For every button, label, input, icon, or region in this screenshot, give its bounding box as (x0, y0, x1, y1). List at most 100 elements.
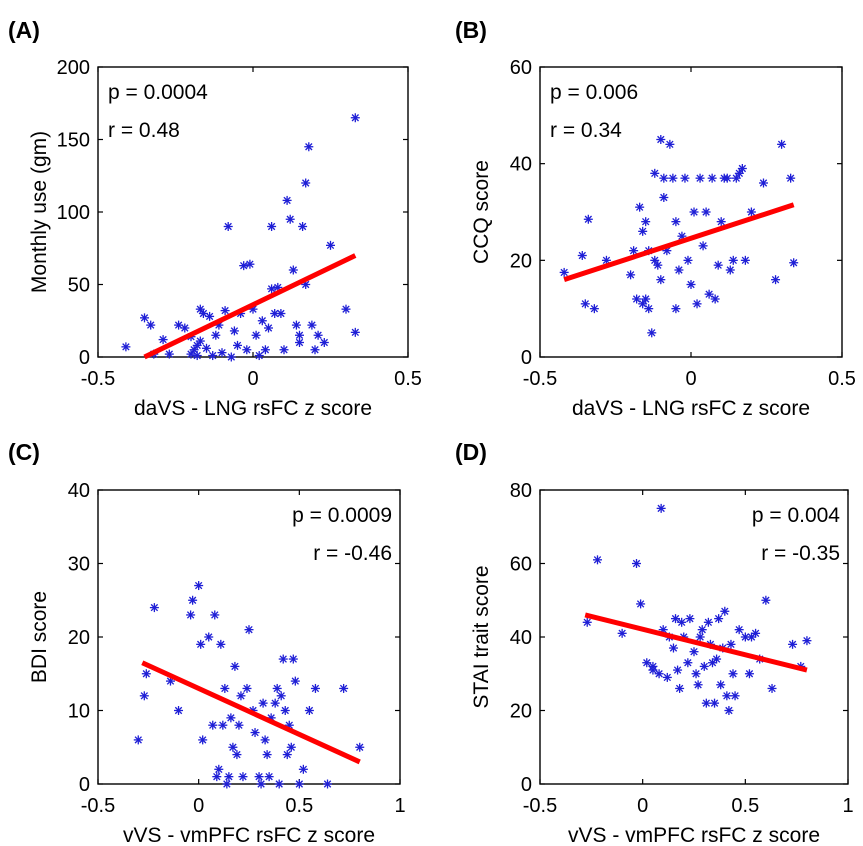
data-point (728, 669, 738, 679)
data-point (650, 255, 660, 265)
data-point (725, 265, 735, 275)
data-point (295, 330, 304, 340)
data-point (164, 349, 174, 359)
data-point (239, 261, 249, 271)
y-tick-label: 20 (510, 701, 532, 723)
data-point (267, 284, 277, 294)
data-point (223, 222, 233, 231)
data-point (222, 779, 232, 789)
data-point (707, 173, 717, 183)
data-point (242, 345, 252, 355)
data-point (204, 632, 214, 642)
data-point (638, 226, 648, 236)
data-point (260, 345, 270, 355)
data-point (158, 335, 168, 345)
x-tick-label: 1 (842, 795, 853, 817)
data-point (671, 217, 681, 227)
panel-letter: (B) (455, 17, 487, 43)
data-point (211, 330, 221, 340)
panel-letter: (D) (455, 439, 487, 465)
data-point (216, 639, 226, 649)
x-axis-label: daVS - LNG rsFC z score (572, 397, 810, 420)
p-value-text: p = 0.004 (752, 504, 840, 527)
data-point (656, 503, 666, 513)
data-point (650, 168, 660, 178)
data-point (686, 280, 696, 289)
data-point (301, 178, 311, 188)
data-point (294, 779, 304, 789)
data-point (654, 669, 664, 679)
data-point (691, 669, 701, 679)
data-point (730, 691, 740, 701)
data-point (710, 698, 720, 708)
data-point (355, 742, 365, 752)
data-point (192, 351, 202, 361)
data-point (341, 304, 351, 314)
y-tick-label: 60 (510, 57, 532, 79)
x-tick-label: 1 (394, 795, 405, 817)
data-point (638, 299, 648, 309)
y-axis-label: CCQ score (470, 160, 493, 264)
data-point (744, 669, 754, 679)
data-point (671, 614, 681, 624)
data-point (295, 338, 304, 347)
y-tick-label: 0 (521, 347, 532, 369)
data-point (279, 345, 289, 355)
data-point (196, 639, 206, 649)
panel-letter: (A) (8, 17, 40, 43)
data-point (288, 654, 298, 664)
data-point (180, 323, 190, 333)
data-point (673, 665, 683, 675)
y-tick-label: 20 (510, 250, 532, 272)
y-axis-label: BDI score (28, 591, 51, 683)
data-point (740, 632, 750, 642)
data-point (244, 625, 254, 635)
data-point (641, 217, 651, 227)
x-tick-label: 0.5 (731, 795, 759, 817)
y-tick-label: 40 (510, 627, 532, 649)
data-point (746, 207, 756, 217)
data-point (232, 750, 242, 760)
data-point (202, 343, 211, 353)
data-point (250, 728, 260, 738)
data-point (671, 304, 681, 314)
data-point (662, 672, 672, 682)
x-tick-label: -0.5 (81, 795, 115, 817)
plot-frame (97, 489, 401, 785)
data-point (141, 669, 151, 679)
data-point (233, 340, 242, 350)
data-point (674, 265, 684, 275)
y-tick-label: 40 (510, 154, 532, 176)
data-point (198, 735, 208, 745)
data-point (228, 742, 238, 752)
y-tick-label: 10 (68, 701, 90, 723)
data-point (789, 258, 799, 268)
data-point (689, 647, 699, 657)
data-point (146, 320, 156, 330)
data-point (577, 251, 587, 260)
data-point (626, 270, 636, 280)
data-point (186, 610, 196, 620)
data-point (188, 595, 198, 605)
x-tick-label: 0 (193, 795, 204, 817)
data-point (689, 207, 699, 217)
data-point (208, 351, 218, 361)
data-point (276, 691, 286, 701)
y-tick-label: 20 (68, 627, 90, 649)
data-point (683, 255, 693, 265)
data-point (656, 275, 666, 285)
data-point (680, 173, 690, 183)
data-point (230, 661, 240, 671)
data-point (734, 625, 744, 635)
y-axis-label: STAI trait score (470, 565, 493, 708)
data-point (226, 352, 236, 362)
data-point (656, 135, 666, 144)
data-point (644, 304, 654, 314)
data-point (758, 178, 768, 188)
x-axis-label: vVS - vmPFC rsFC z score (123, 824, 375, 846)
data-point (267, 222, 277, 231)
regression-line (584, 612, 808, 673)
data-point (310, 345, 320, 355)
